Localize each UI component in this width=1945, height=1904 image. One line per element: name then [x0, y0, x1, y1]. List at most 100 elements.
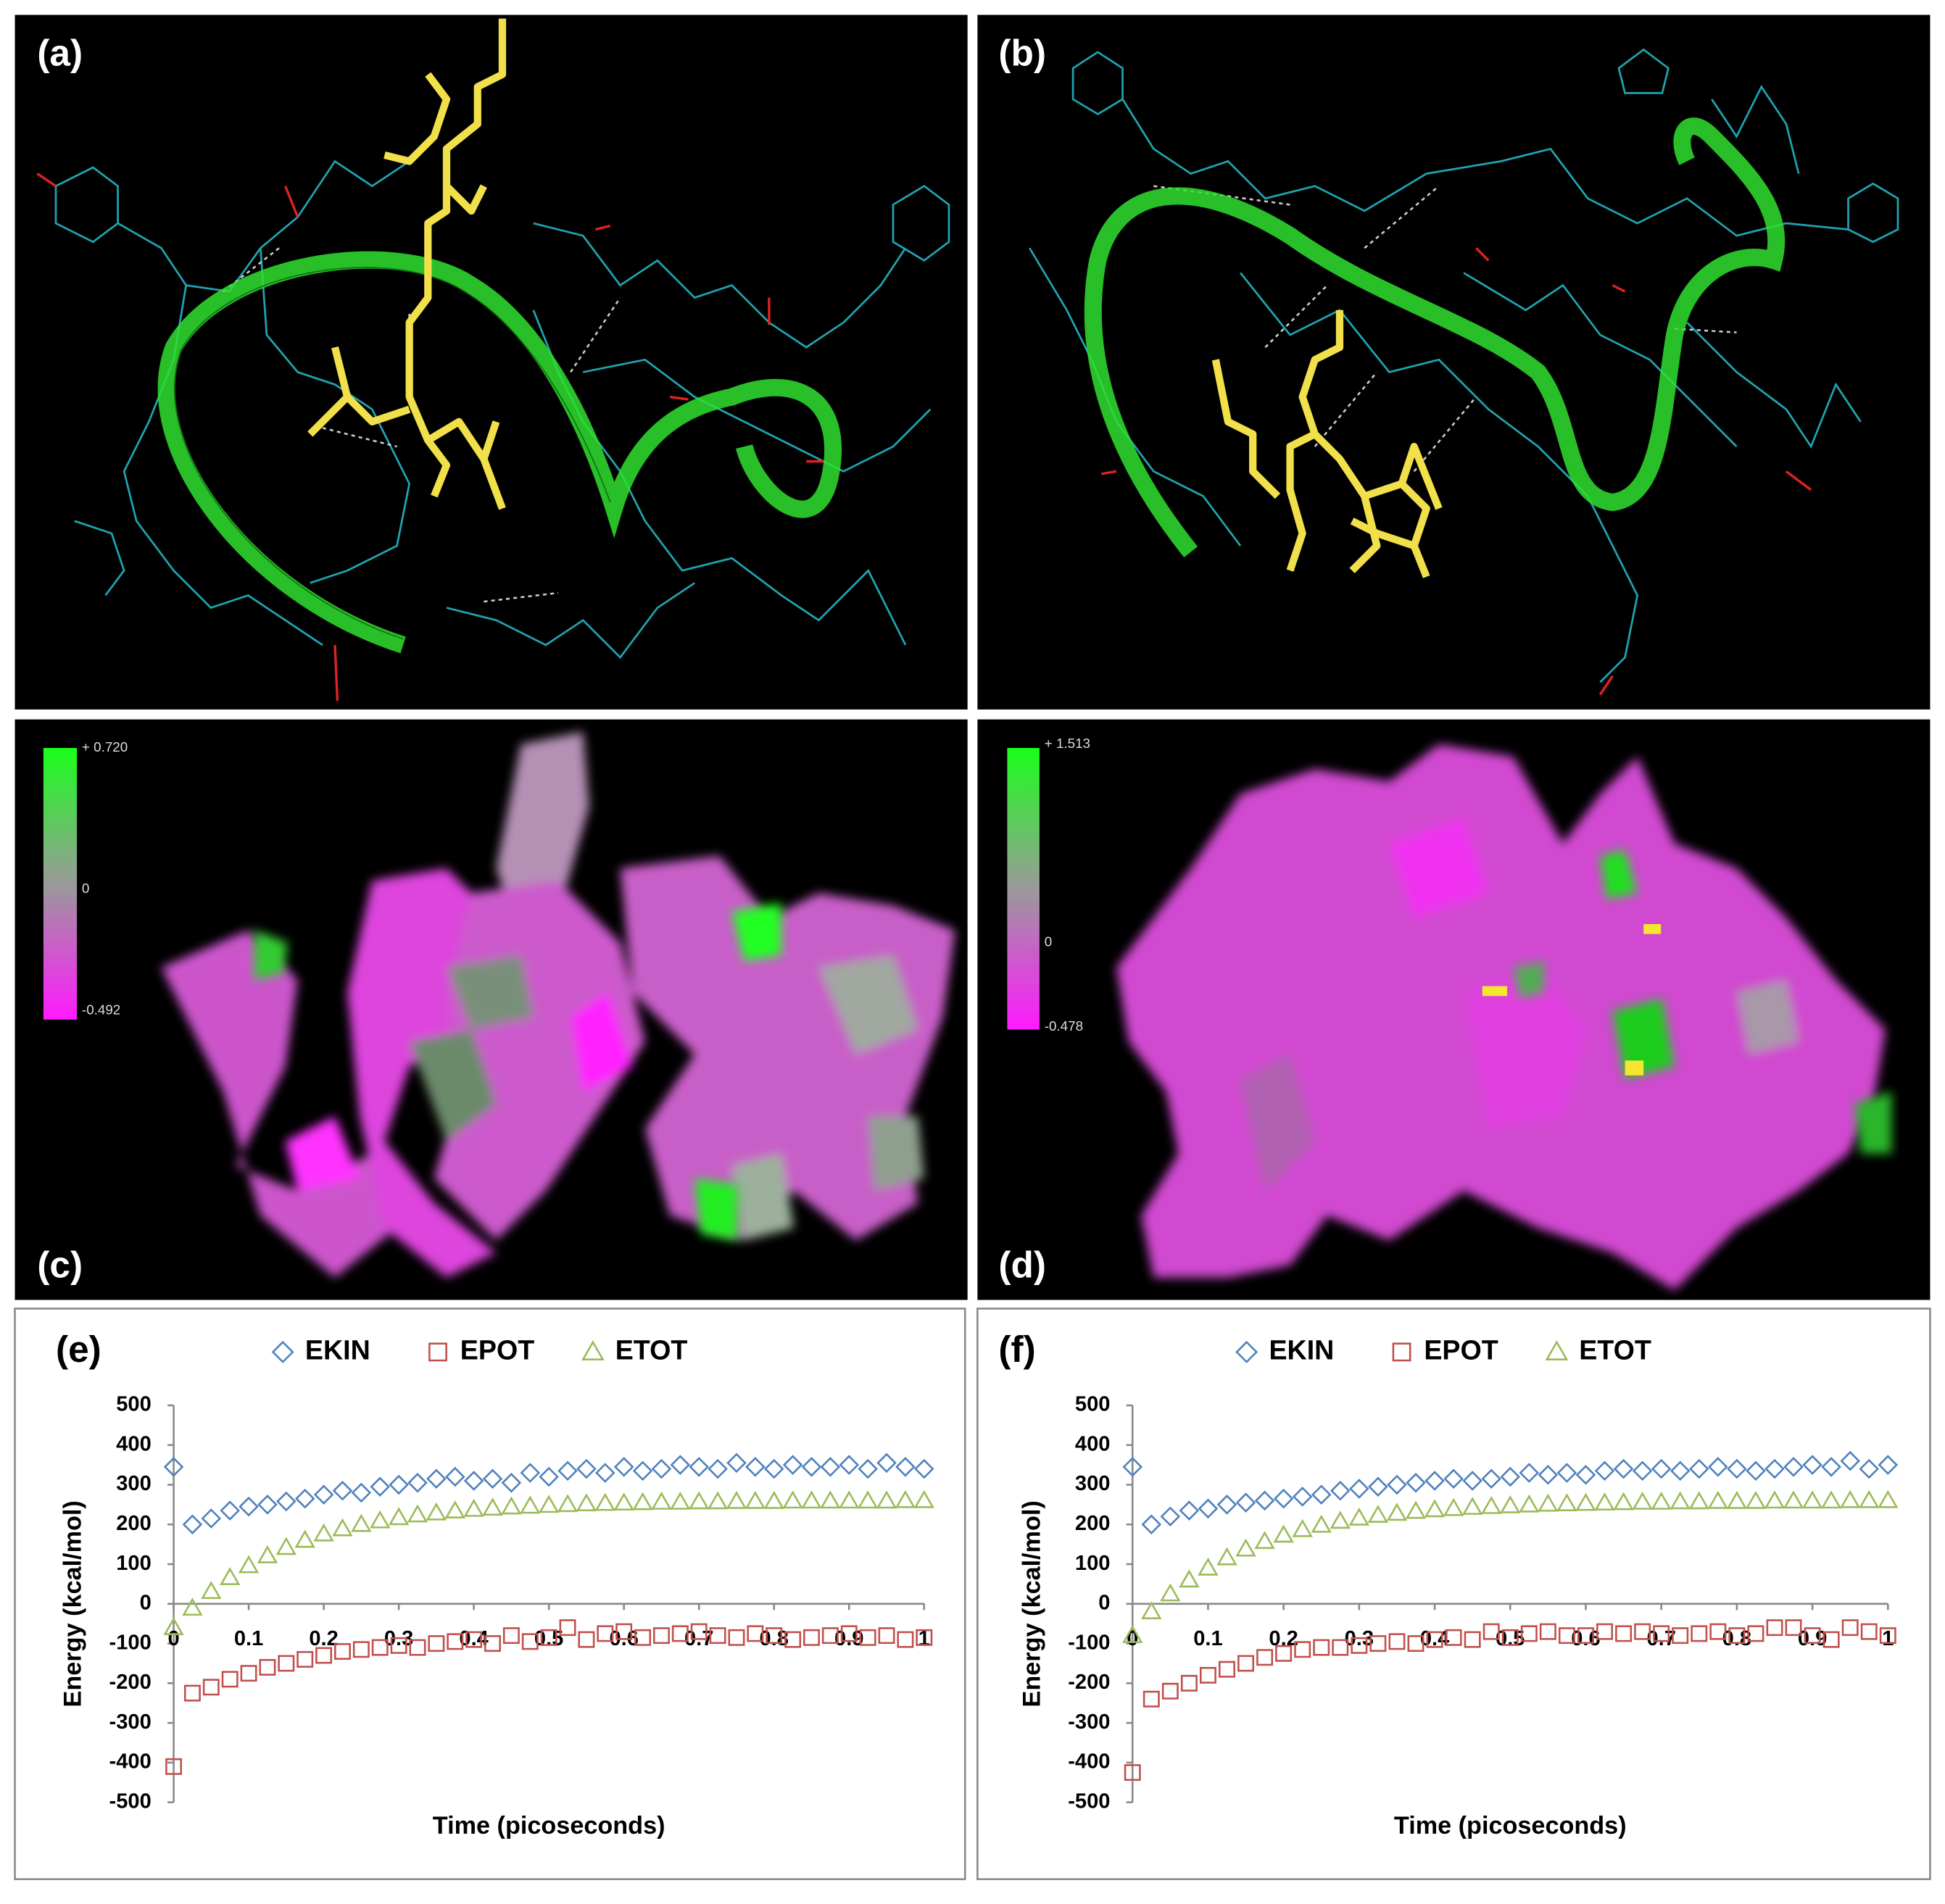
- point: [763, 1490, 784, 1509]
- x-tick-label: 0.9: [1798, 1627, 1827, 1650]
- point: [1424, 1499, 1446, 1518]
- point: [1311, 1484, 1332, 1505]
- point: [294, 1529, 315, 1548]
- point: [257, 1545, 278, 1563]
- point: [1387, 1474, 1407, 1495]
- point: [1577, 1627, 1594, 1645]
- y-tick-label: 500: [116, 1393, 152, 1416]
- y-tick-label: 200: [116, 1512, 152, 1535]
- point: [389, 1474, 409, 1495]
- point: [1556, 1493, 1577, 1512]
- legend-label: ETOT: [615, 1334, 688, 1365]
- point: [1538, 1465, 1559, 1485]
- point: [501, 1473, 522, 1493]
- y-tick-label: 0: [1098, 1592, 1110, 1615]
- point: [201, 1581, 222, 1600]
- point: [1594, 1460, 1615, 1481]
- point: [1839, 1489, 1861, 1508]
- point: [1726, 1490, 1748, 1509]
- point: [1708, 1457, 1728, 1477]
- point: [782, 1490, 803, 1509]
- point: [332, 1480, 353, 1501]
- point: [1180, 1674, 1198, 1692]
- y-tick-label: -400: [109, 1750, 152, 1774]
- point: [820, 1457, 841, 1477]
- point: [876, 1452, 897, 1473]
- x-tick-label: 0.7: [1646, 1627, 1675, 1650]
- point: [1330, 1510, 1351, 1529]
- point: [1613, 1458, 1634, 1479]
- point: [1179, 1569, 1200, 1588]
- panel-c: [14, 719, 968, 1300]
- y-tick-label: -100: [109, 1631, 152, 1654]
- point: [652, 1627, 670, 1645]
- point: [294, 1488, 315, 1509]
- point: [426, 1502, 447, 1521]
- point: [1349, 1479, 1369, 1499]
- point: [1879, 1627, 1896, 1645]
- point: [651, 1458, 672, 1479]
- point: [1199, 1666, 1216, 1684]
- point: [1651, 1458, 1672, 1479]
- point: [1707, 1490, 1729, 1509]
- point: [1141, 1601, 1162, 1620]
- y-tick-label: -500: [1068, 1789, 1110, 1813]
- point: [1596, 1623, 1613, 1640]
- point: [1558, 1627, 1575, 1645]
- color-scale-max: + 1.513: [1045, 736, 1090, 751]
- x-tick-label: 0.9: [834, 1627, 863, 1650]
- point: [444, 1466, 465, 1487]
- point: [201, 1508, 222, 1529]
- point: [1294, 1641, 1311, 1658]
- point: [1653, 1625, 1670, 1642]
- legend-label: ETOT: [1579, 1334, 1651, 1365]
- point: [1313, 1639, 1330, 1656]
- y-tick-label: -300: [109, 1710, 152, 1734]
- point: [857, 1490, 879, 1509]
- point: [1746, 1460, 1766, 1481]
- point: [1216, 1547, 1237, 1566]
- point: [1461, 1497, 1483, 1516]
- point: [1764, 1458, 1785, 1479]
- panel-a: [14, 14, 968, 710]
- point: [370, 1476, 391, 1497]
- point: [726, 1452, 747, 1473]
- point: [839, 1455, 860, 1475]
- point: [1783, 1457, 1804, 1477]
- x-axis-title: Time (picoseconds): [1394, 1812, 1627, 1839]
- point: [1160, 1506, 1181, 1527]
- point: [1651, 1492, 1672, 1510]
- y-tick-label: 400: [116, 1432, 152, 1455]
- point: [1273, 1524, 1294, 1543]
- point: [745, 1490, 766, 1509]
- point: [670, 1455, 691, 1475]
- point: [482, 1468, 503, 1489]
- y-tick-label: 0: [140, 1592, 152, 1615]
- point: [278, 1655, 295, 1672]
- point: [1594, 1492, 1615, 1511]
- point: [182, 1514, 203, 1535]
- point: [1254, 1490, 1275, 1511]
- point: [709, 1627, 726, 1645]
- point: [165, 1758, 183, 1775]
- point: [1219, 1660, 1235, 1678]
- point: [1728, 1627, 1746, 1645]
- point: [1783, 1490, 1804, 1509]
- point: [557, 1460, 578, 1481]
- point: [1462, 1471, 1482, 1491]
- point: [1634, 1623, 1651, 1640]
- point: [1216, 1494, 1237, 1515]
- point: [1179, 1500, 1200, 1521]
- point: [1632, 1460, 1653, 1481]
- point: [1141, 1514, 1162, 1535]
- point: [163, 1457, 184, 1477]
- point: [913, 1458, 934, 1479]
- point: [859, 1629, 876, 1646]
- point: [1386, 1502, 1408, 1521]
- point: [1161, 1682, 1179, 1700]
- point: [407, 1504, 428, 1523]
- point: [1481, 1496, 1502, 1514]
- point: [763, 1458, 784, 1479]
- point: [1198, 1498, 1219, 1519]
